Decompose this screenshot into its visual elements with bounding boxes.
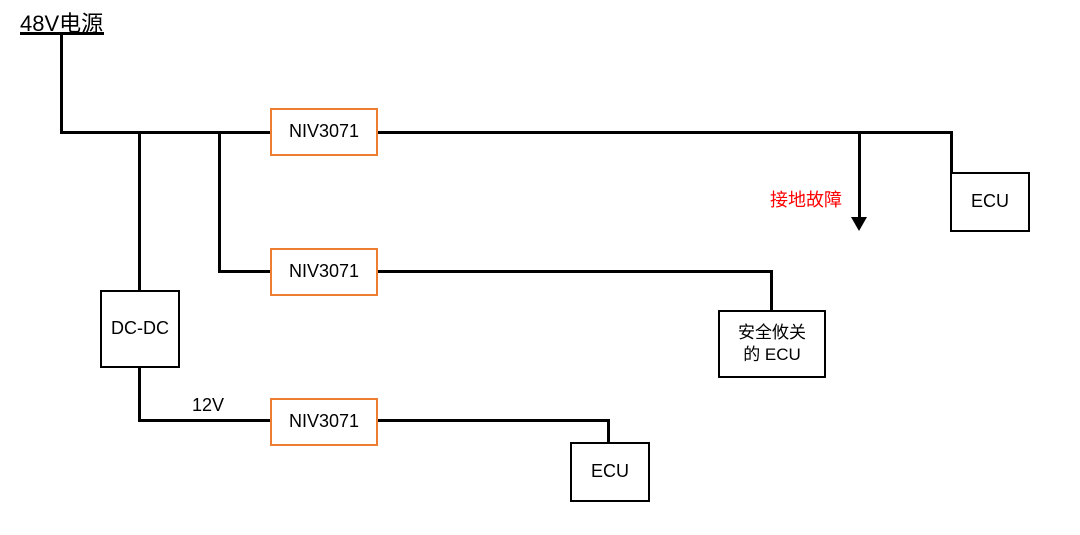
wire-bus12-h: [138, 419, 273, 422]
ecu-bottom-block: ECU: [570, 442, 650, 502]
niv-top-block: NIV3071: [270, 108, 378, 156]
wire-niv-mid-feed-v: [218, 131, 221, 273]
niv-mid-label: NIV3071: [289, 260, 359, 283]
power-source-label: 48V电源: [20, 6, 103, 38]
voltage-12v-label: 12V: [192, 395, 224, 416]
ecu-top-right-label: ECU: [971, 190, 1009, 213]
wire-fault-drop-v: [858, 131, 861, 219]
wire-niv-mid-out-h: [375, 270, 773, 273]
wire-niv-bot-out-h: [375, 419, 610, 422]
ecu-bottom-label: ECU: [591, 460, 629, 483]
wire-dcdc-out-v: [138, 365, 141, 422]
niv-top-label: NIV3071: [289, 120, 359, 143]
wire-ecu-tr-drop-v: [950, 131, 953, 175]
wire-bus48-h: [60, 131, 273, 134]
ecu-safety-block: 安全攸关 的 ECU: [718, 310, 826, 378]
wire-dcdc-feed-v: [138, 131, 141, 293]
ecu-top-right-block: ECU: [950, 172, 1030, 232]
niv-bot-block: NIV3071: [270, 398, 378, 446]
dc-dc-block: DC-DC: [100, 290, 180, 368]
niv-mid-block: NIV3071: [270, 248, 378, 296]
wire-power-bar-v: [60, 32, 63, 134]
ground-fault-arrow-icon: [851, 217, 867, 231]
wire-niv-top-out-h: [375, 131, 953, 134]
ecu-safety-label: 安全攸关 的 ECU: [738, 322, 806, 366]
wire-niv-mid-feed-h: [218, 270, 273, 273]
dc-dc-label: DC-DC: [111, 317, 169, 340]
ground-fault-label: 接地故障: [770, 186, 842, 212]
wire-ecu-safe-drop-v: [770, 270, 773, 313]
niv-bot-label: NIV3071: [289, 410, 359, 433]
